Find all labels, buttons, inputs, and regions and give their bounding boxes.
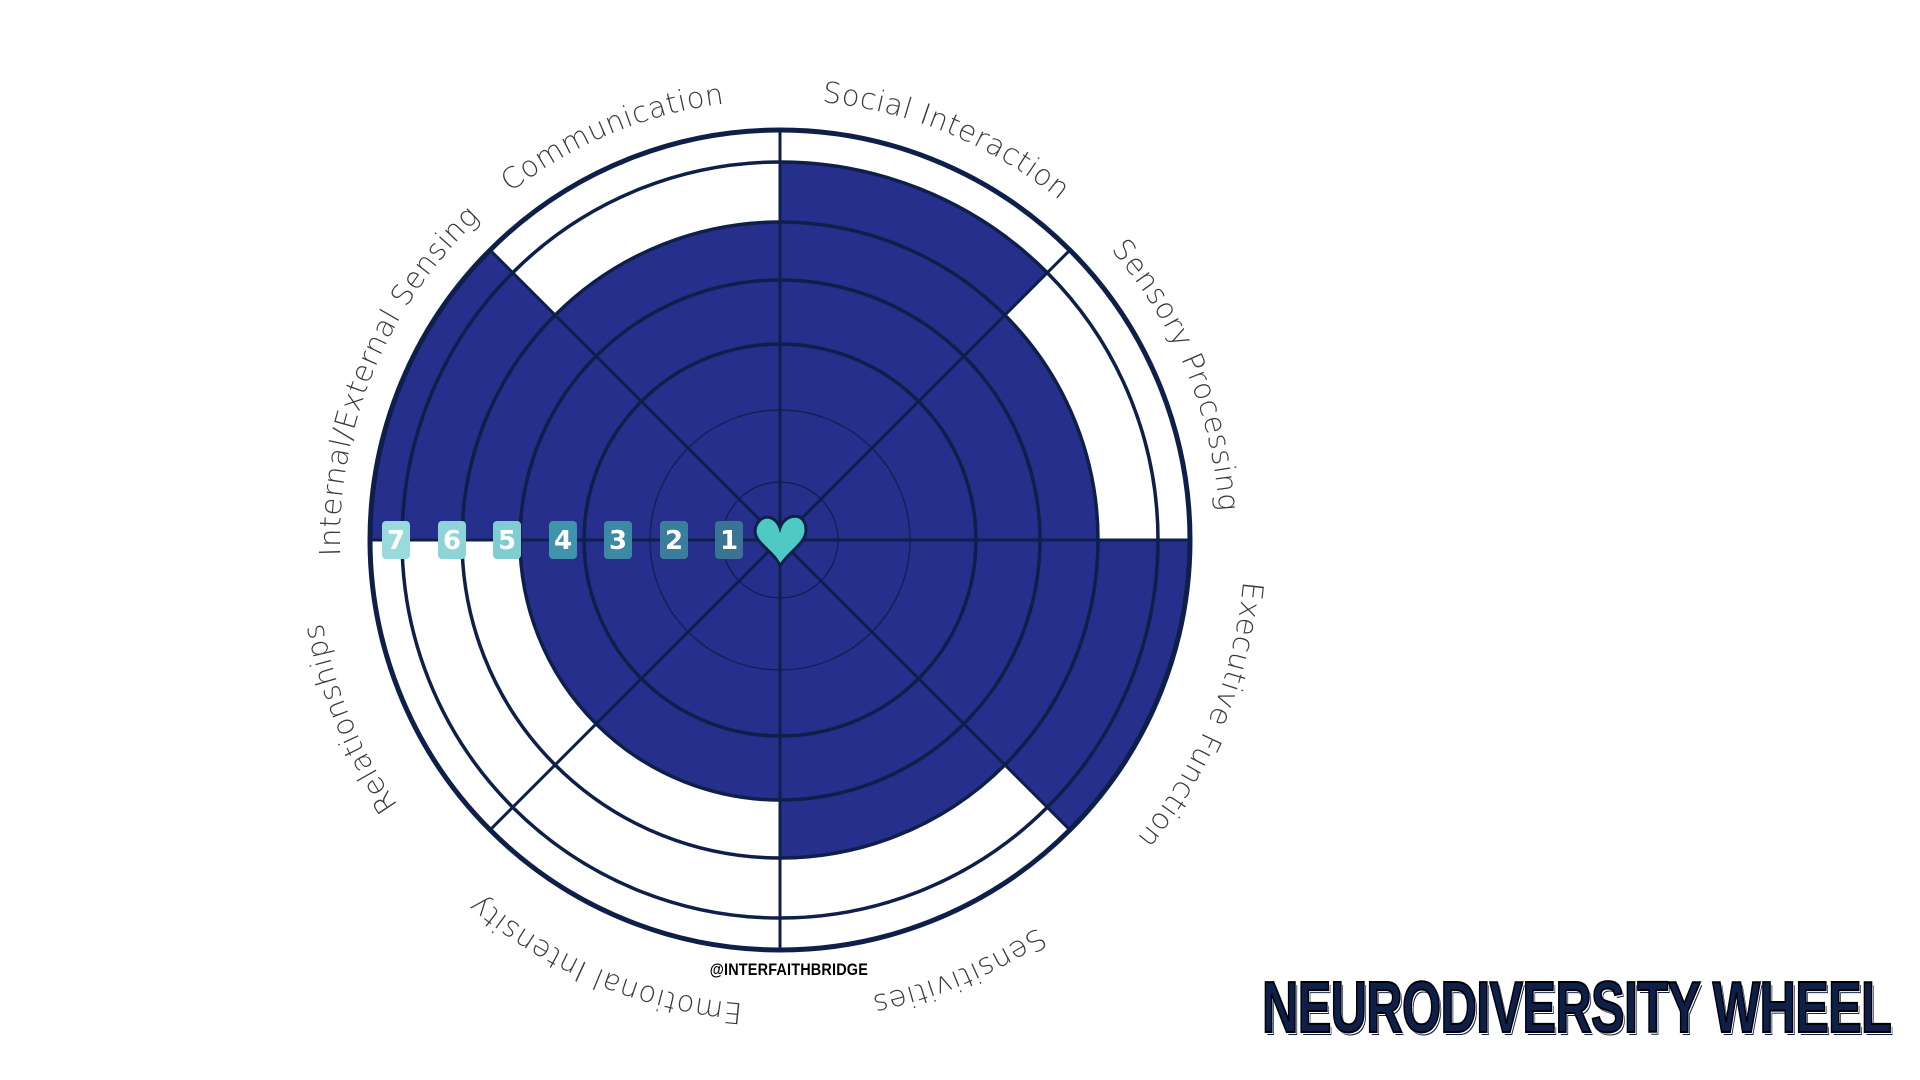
level-badge-7: 7: [382, 521, 410, 559]
svg-text:5: 5: [498, 526, 516, 556]
level-badge-4: 4: [549, 521, 577, 559]
heart-icon: [753, 514, 808, 570]
category-label-sensitivities: Sensitivities: [870, 921, 1053, 1022]
category-label-sensory-processing: Sensory Processing: [1105, 232, 1246, 512]
sector-social-interaction: [780, 162, 1048, 540]
sector-emotional-intensity: [596, 540, 780, 801]
credit-handle: @INTERFAITHBRIDGE: [709, 960, 869, 979]
level-badge-5: 5: [493, 521, 521, 559]
svg-text:1: 1: [720, 526, 738, 556]
scale-level-badges: 1 2 3 4 5 6 7: [382, 521, 743, 559]
level-badge-6: 6: [438, 521, 466, 559]
chart-title: NEURODIVERSITY WHEEL: [1261, 968, 1892, 1048]
spoke-7: [489, 249, 782, 542]
center-group: [753, 514, 808, 570]
level-badge-1: 1: [715, 521, 743, 559]
level-badge-3: 3: [604, 521, 632, 559]
spoke-5: [489, 538, 782, 831]
svg-text:2: 2: [665, 526, 683, 556]
svg-text:3: 3: [609, 526, 627, 556]
spoke-1: [778, 249, 1071, 542]
sector-relationships: [520, 540, 780, 724]
svg-text:6: 6: [443, 526, 461, 556]
svg-text:4: 4: [554, 526, 572, 556]
svg-text:7: 7: [387, 526, 405, 556]
level-badge-2: 2: [660, 521, 688, 559]
spoke-3: [778, 538, 1071, 831]
